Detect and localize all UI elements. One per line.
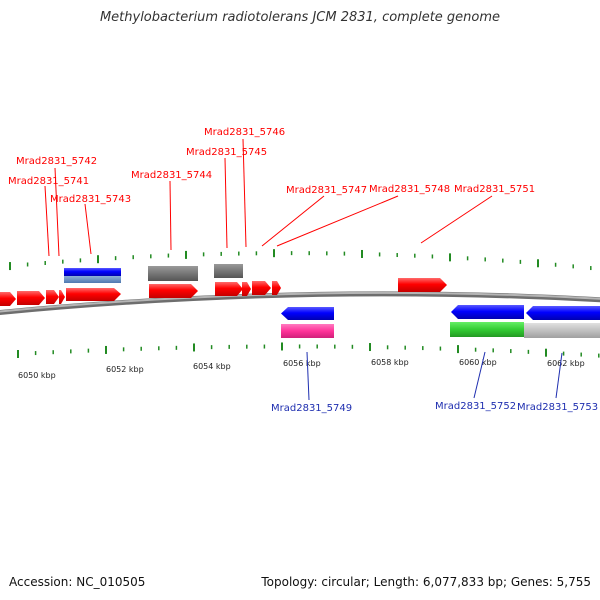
gene-reverse-5753[interactable]	[526, 306, 600, 320]
feature-green[interactable]	[450, 322, 524, 337]
feature-blue-upper[interactable]	[64, 268, 121, 276]
label-mrad2831-5748[interactable]: Mrad2831_5748	[369, 184, 450, 195]
bottom-leader-lines	[306, 351, 563, 401]
tick-label-6060: 6060 kbp	[459, 358, 497, 367]
label-mrad2831-5753[interactable]: Mrad2831_5753	[517, 402, 598, 413]
top-leader-lines	[44, 138, 493, 257]
tick-label-6054: 6054 kbp	[193, 362, 231, 371]
lower-scale-ticks	[17, 342, 600, 358]
gene-forward-5746[interactable]	[242, 282, 251, 296]
feature-gray-2[interactable]	[214, 264, 243, 278]
accession-text: Accession: NC_010505	[9, 575, 146, 589]
label-mrad2831-5743[interactable]: Mrad2831_5743	[50, 194, 131, 205]
genome-backbone	[0, 291, 600, 316]
label-mrad2831-5751[interactable]: Mrad2831_5751	[454, 184, 535, 195]
gene-forward-5742c[interactable]	[59, 290, 65, 304]
gene-forward-5747[interactable]	[252, 281, 271, 295]
gene-forward-5742[interactable]	[17, 291, 45, 305]
topology-text: Topology: circular; Length: 6,077,833 bp…	[261, 575, 591, 589]
label-mrad2831-5749[interactable]: Mrad2831_5749	[271, 403, 352, 414]
gene-forward-5744[interactable]	[149, 284, 198, 298]
genome-backbone-highlight	[0, 291, 600, 313]
gene-reverse-5749[interactable]	[281, 307, 334, 320]
tick-label-6052: 6052 kbp	[106, 365, 144, 374]
gene-forward-5743[interactable]	[66, 288, 121, 301]
gene-forward-5742b[interactable]	[46, 290, 59, 304]
gene-forward-5748[interactable]	[272, 281, 281, 295]
upper-scale-ticks	[9, 249, 592, 271]
label-mrad2831-5742[interactable]: Mrad2831_5742	[16, 156, 97, 167]
label-mrad2831-5744[interactable]: Mrad2831_5744	[131, 170, 212, 181]
feature-steel-upper[interactable]	[64, 276, 121, 283]
gene-forward-5751[interactable]	[398, 278, 447, 292]
tick-label-6056: 6056 kbp	[283, 359, 321, 368]
tick-label-6062: 6062 kbp	[547, 359, 585, 368]
tick-label-6058: 6058 kbp	[371, 358, 409, 367]
label-mrad2831-5745[interactable]: Mrad2831_5745	[186, 147, 267, 158]
feature-gray-1[interactable]	[148, 266, 198, 281]
gene-forward-5741[interactable]	[0, 292, 16, 306]
gene-forward-5745[interactable]	[215, 282, 243, 296]
gene-reverse-5752[interactable]	[451, 305, 524, 319]
genome-title: Methylobacterium radiotolerans JCM 2831,…	[99, 10, 501, 25]
feature-pink[interactable]	[281, 324, 334, 338]
label-mrad2831-5741[interactable]: Mrad2831_5741	[8, 176, 89, 187]
label-mrad2831-5752[interactable]: Mrad2831_5752	[435, 401, 516, 412]
label-mrad2831-5747[interactable]: Mrad2831_5747	[286, 185, 367, 196]
feature-lightgray[interactable]	[524, 323, 600, 338]
label-mrad2831-5746[interactable]: Mrad2831_5746	[204, 127, 285, 138]
tick-label-6050: 6050 kbp	[18, 371, 56, 380]
